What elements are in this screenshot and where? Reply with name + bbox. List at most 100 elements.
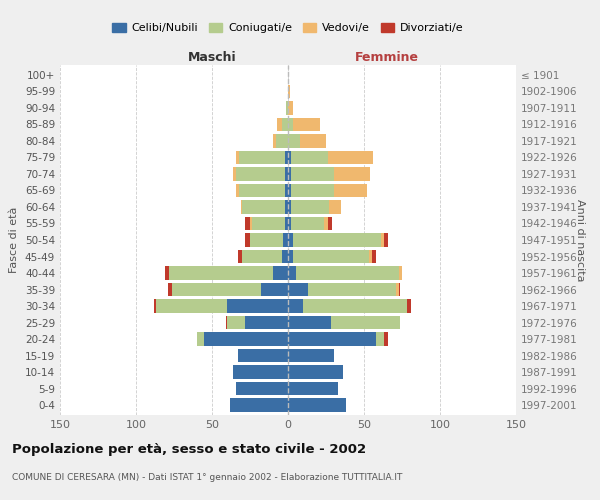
Bar <box>283 234 288 246</box>
Bar <box>260 283 288 296</box>
Bar <box>154 300 156 312</box>
Bar <box>293 234 381 246</box>
Bar <box>282 118 288 131</box>
Bar <box>239 151 285 164</box>
Bar <box>273 266 288 280</box>
Y-axis label: Fasce di età: Fasce di età <box>10 207 19 273</box>
Bar <box>296 266 399 280</box>
Bar <box>276 134 288 147</box>
Bar <box>230 398 288 411</box>
Bar <box>399 266 402 280</box>
Y-axis label: Anni di nascita: Anni di nascita <box>575 198 584 281</box>
Bar <box>291 200 329 213</box>
Bar <box>288 234 293 246</box>
Bar <box>396 283 399 296</box>
Bar <box>288 366 343 378</box>
Bar <box>384 234 388 246</box>
Bar <box>303 300 407 312</box>
Bar <box>371 250 376 263</box>
Bar <box>288 266 296 280</box>
Bar <box>291 168 334 180</box>
Bar <box>227 300 288 312</box>
Bar <box>288 332 376 345</box>
Bar <box>308 283 396 296</box>
Bar <box>242 200 285 213</box>
Bar <box>291 151 328 164</box>
Bar <box>293 250 368 263</box>
Bar <box>328 217 332 230</box>
Bar <box>288 316 331 329</box>
Bar <box>238 250 242 263</box>
Legend: Celibi/Nubili, Coniugati/e, Vedovi/e, Divorziati/e: Celibi/Nubili, Coniugati/e, Vedovi/e, Di… <box>108 18 468 38</box>
Bar <box>300 134 326 147</box>
Bar <box>288 349 334 362</box>
Bar <box>331 316 400 329</box>
Text: Femmine: Femmine <box>355 51 419 64</box>
Bar <box>156 300 227 312</box>
Bar <box>236 184 239 197</box>
Bar <box>233 366 288 378</box>
Bar <box>285 184 288 197</box>
Bar <box>168 283 172 296</box>
Bar <box>329 200 341 213</box>
Bar <box>250 217 251 230</box>
Text: COMUNE DI CERESARA (MN) - Dati ISTAT 1° gennaio 2002 - Elaborazione TUTTITALIA.I: COMUNE DI CERESARA (MN) - Dati ISTAT 1° … <box>12 472 403 482</box>
Bar <box>236 168 285 180</box>
Bar <box>288 200 291 213</box>
Bar <box>288 134 300 147</box>
Bar <box>226 316 227 329</box>
Bar <box>288 85 290 98</box>
Bar <box>293 118 320 131</box>
Bar <box>238 349 288 362</box>
Bar <box>277 118 282 131</box>
Bar <box>169 266 273 280</box>
Bar <box>288 300 303 312</box>
Bar <box>236 382 288 395</box>
Bar <box>273 134 276 147</box>
Bar <box>288 398 346 411</box>
Bar <box>334 184 367 197</box>
Bar <box>285 200 288 213</box>
Text: Popolazione per età, sesso e stato civile - 2002: Popolazione per età, sesso e stato civil… <box>12 442 366 456</box>
Bar <box>288 283 308 296</box>
Bar <box>245 316 288 329</box>
Bar <box>250 234 283 246</box>
Bar <box>245 234 250 246</box>
Bar <box>241 200 242 213</box>
Bar <box>291 184 334 197</box>
Bar <box>288 102 293 114</box>
Bar <box>197 332 205 345</box>
Bar <box>325 217 328 230</box>
Bar <box>381 234 384 246</box>
Bar <box>291 217 325 230</box>
Bar <box>384 332 388 345</box>
Bar <box>399 283 400 296</box>
Bar <box>285 151 288 164</box>
Bar <box>245 217 250 230</box>
Bar <box>251 217 285 230</box>
Bar <box>282 250 288 263</box>
Bar <box>288 250 293 263</box>
Bar <box>286 102 288 114</box>
Bar <box>368 250 371 263</box>
Bar <box>285 217 288 230</box>
Bar <box>233 168 236 180</box>
Bar <box>288 118 293 131</box>
Bar <box>205 332 288 345</box>
Text: Maschi: Maschi <box>188 51 236 64</box>
Bar <box>334 168 370 180</box>
Bar <box>288 217 291 230</box>
Bar <box>165 266 169 280</box>
Bar <box>376 332 384 345</box>
Bar <box>288 151 291 164</box>
Bar <box>172 283 260 296</box>
Bar <box>288 382 338 395</box>
Bar <box>227 316 245 329</box>
Bar <box>328 151 373 164</box>
Bar <box>285 168 288 180</box>
Bar <box>242 250 282 263</box>
Bar <box>239 184 285 197</box>
Bar <box>288 184 291 197</box>
Bar <box>407 300 411 312</box>
Bar <box>236 151 239 164</box>
